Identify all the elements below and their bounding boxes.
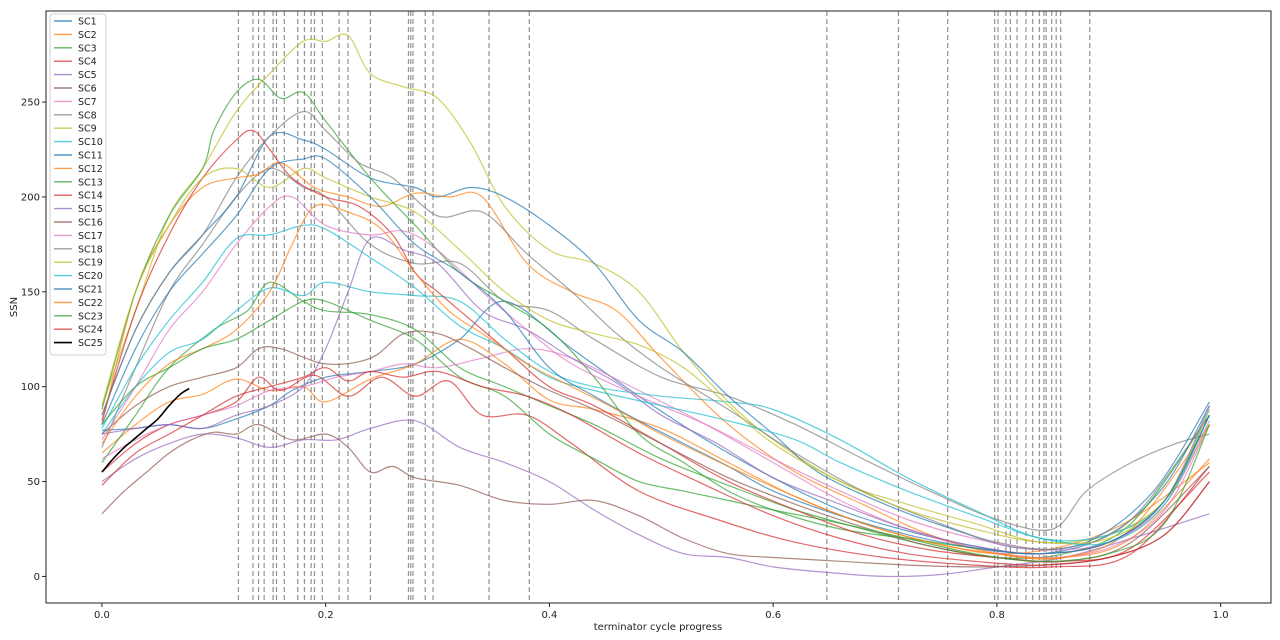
series-line-sc20 xyxy=(101,224,1211,546)
legend-label-sc15: SC15 xyxy=(78,204,103,215)
series-line-sc19 xyxy=(101,167,1211,545)
legend-label-sc4: SC4 xyxy=(78,57,97,68)
legend-label-sc11: SC11 xyxy=(78,151,103,162)
series-line-sc9 xyxy=(101,33,1211,544)
y-tick-label-0: 0 xyxy=(34,572,40,583)
series-line-sc18 xyxy=(101,110,1210,550)
legend-label-sc18: SC18 xyxy=(78,244,103,255)
legend-label-sc9: SC9 xyxy=(78,124,97,135)
legend-label-sc3: SC3 xyxy=(78,43,97,54)
legend-label-sc2: SC2 xyxy=(78,30,97,41)
legend-label-sc17: SC17 xyxy=(78,231,103,242)
x-tick-label-1: 0.2 xyxy=(318,610,334,621)
legend-label-sc7: SC7 xyxy=(78,97,97,108)
series-line-sc24 xyxy=(101,367,1210,566)
series-line-sc25 xyxy=(101,387,190,473)
series-layer xyxy=(101,33,1211,578)
legend-label-sc19: SC19 xyxy=(78,258,103,269)
plot-frame xyxy=(45,10,1272,604)
series-line-sc17 xyxy=(101,195,1211,551)
x-tick-label-3: 0.6 xyxy=(765,610,781,621)
series-line-sc7 xyxy=(101,348,1211,559)
series-line-sc21 xyxy=(101,155,1211,555)
x-axis: 0.0 0.2 0.4 0.6 0.8 1.0 xyxy=(94,603,1229,621)
y-tick-label-4: 200 xyxy=(21,192,40,203)
legend-label-sc13: SC13 xyxy=(78,177,103,188)
y-axis: 0 50 100 150 200 250 xyxy=(21,98,46,583)
series-line-sc14 xyxy=(101,129,1210,563)
legend-label-sc10: SC10 xyxy=(78,137,103,148)
legend-label-sc8: SC8 xyxy=(78,110,97,121)
series-line-sc16 xyxy=(101,330,1210,563)
legend-label-sc25: SC25 xyxy=(78,338,103,349)
x-tick-label-0: 0.0 xyxy=(94,610,110,621)
x-tick-label-2: 0.4 xyxy=(541,610,557,621)
legend: SC1 SC2 SC3 SC4 SC5 SC6 SC7 SC8 SC9 SC10 SC11 SC12 S… xyxy=(49,13,107,356)
series-line-sc12 xyxy=(101,161,1210,560)
y-tick-label-1: 50 xyxy=(27,477,40,488)
legend-label-sc24: SC24 xyxy=(78,325,103,336)
x-axis-label: terminator cycle progress xyxy=(594,622,723,633)
y-tick-label-3: 150 xyxy=(21,287,40,298)
legend-label-sc20: SC20 xyxy=(78,271,103,282)
legend-label-sc1: SC1 xyxy=(78,17,97,28)
legend-label-sc6: SC6 xyxy=(78,84,97,95)
y-tick-label-5: 250 xyxy=(21,98,40,109)
series-line-sc23 xyxy=(101,298,1211,562)
legend-label-sc21: SC21 xyxy=(78,285,103,296)
legend-label-sc5: SC5 xyxy=(78,70,97,81)
legend-box xyxy=(49,13,107,356)
series-line-sc2 xyxy=(101,338,1210,555)
x-tick-label-5: 1.0 xyxy=(1213,610,1229,621)
legend-label-sc22: SC22 xyxy=(78,298,103,309)
series-line-sc10 xyxy=(101,281,1211,542)
series-line-sc5 xyxy=(101,419,1210,578)
y-axis-label: SSN xyxy=(9,297,20,317)
legend-label-sc16: SC16 xyxy=(78,218,103,229)
y-tick-label-2: 100 xyxy=(21,382,40,393)
legend-label-sc23: SC23 xyxy=(78,311,103,322)
series-line-sc22 xyxy=(101,203,1210,559)
legend-label-sc12: SC12 xyxy=(78,164,103,175)
legend-label-sc14: SC14 xyxy=(78,191,103,202)
series-line-sc6 xyxy=(101,423,1210,568)
series-line-sc4 xyxy=(101,374,1210,569)
x-tick-label-4: 0.8 xyxy=(989,610,1005,621)
